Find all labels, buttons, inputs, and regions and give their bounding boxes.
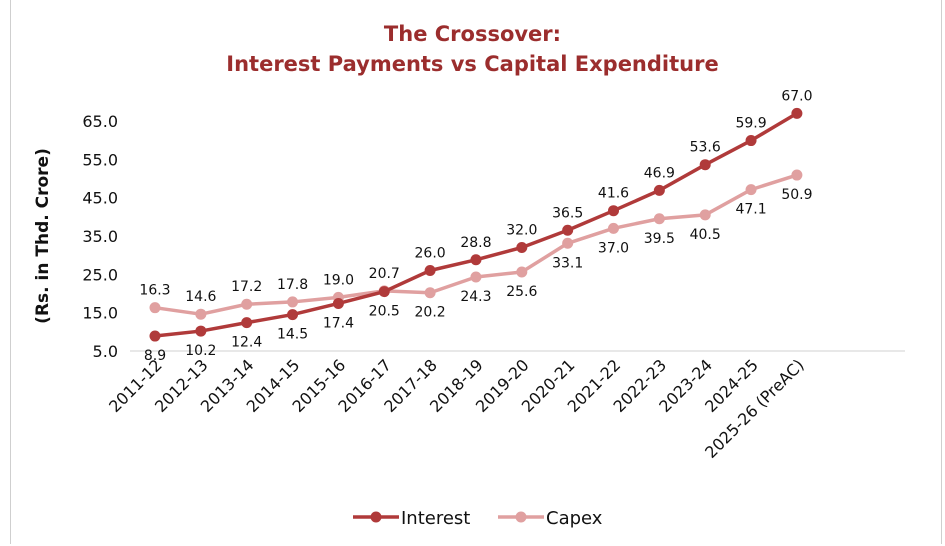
y-tick-label: 65.0 bbox=[82, 112, 118, 131]
data-label-interest: 67.0 bbox=[781, 88, 812, 104]
data-label-capex: 16.3 bbox=[139, 283, 170, 299]
data-label-capex: 33.1 bbox=[552, 255, 583, 271]
data-point-interest bbox=[378, 286, 390, 298]
y-tick-label: 15.0 bbox=[82, 304, 118, 323]
data-point-capex bbox=[745, 184, 757, 196]
legend-marker-interest bbox=[370, 511, 382, 523]
data-label-interest: 59.9 bbox=[735, 116, 766, 132]
data-label-capex: 47.1 bbox=[735, 202, 766, 218]
data-label-capex: 40.5 bbox=[690, 227, 721, 243]
data-label-capex: 20.2 bbox=[415, 305, 446, 321]
data-point-capex bbox=[287, 296, 299, 308]
data-point-capex bbox=[149, 302, 161, 314]
data-point-interest bbox=[745, 135, 757, 147]
data-label-interest: 36.5 bbox=[552, 205, 583, 221]
data-point-interest bbox=[149, 330, 161, 342]
data-point-capex bbox=[653, 213, 665, 225]
data-point-interest bbox=[562, 224, 574, 236]
chart-frame bbox=[10, 0, 942, 544]
data-point-interest bbox=[195, 325, 207, 337]
data-point-capex bbox=[562, 237, 574, 249]
data-label-capex: 20.7 bbox=[369, 266, 400, 282]
data-label-capex: 17.2 bbox=[231, 279, 262, 295]
data-label-interest: 10.2 bbox=[185, 343, 216, 359]
data-point-capex bbox=[195, 308, 207, 320]
data-label-capex: 19.0 bbox=[323, 272, 354, 288]
y-axis-label: (Rs. in Thd. Crore) bbox=[33, 148, 53, 324]
data-label-interest: 46.9 bbox=[644, 165, 675, 181]
y-tick-label: 35.0 bbox=[82, 227, 118, 246]
data-label-capex: 14.6 bbox=[185, 289, 216, 305]
data-label-interest: 12.4 bbox=[231, 335, 262, 351]
data-point-capex bbox=[516, 266, 528, 278]
data-point-interest bbox=[699, 159, 711, 171]
data-label-interest: 20.5 bbox=[369, 304, 400, 320]
data-point-interest bbox=[241, 317, 253, 329]
data-label-capex: 50.9 bbox=[781, 187, 812, 203]
data-label-interest: 32.0 bbox=[506, 223, 537, 239]
data-point-capex bbox=[608, 222, 619, 234]
y-tick-label: 45.0 bbox=[82, 189, 118, 208]
legend-label-capex: Capex bbox=[546, 508, 603, 529]
data-label-capex: 37.0 bbox=[598, 240, 629, 256]
legend-label-interest: Interest bbox=[401, 508, 470, 529]
chart-subtitle: Interest Payments vs Capital Expenditure bbox=[226, 52, 719, 76]
data-label-interest: 28.8 bbox=[460, 235, 491, 251]
data-label-capex: 17.8 bbox=[277, 277, 308, 293]
data-label-interest: 8.9 bbox=[144, 348, 166, 364]
data-label-interest: 14.5 bbox=[277, 327, 308, 343]
data-label-interest: 26.0 bbox=[415, 246, 446, 262]
data-label-interest: 41.6 bbox=[598, 186, 629, 202]
data-point-interest bbox=[470, 254, 482, 266]
data-label-interest: 17.4 bbox=[323, 315, 354, 331]
data-point-capex bbox=[424, 287, 436, 299]
y-tick-label: 5.0 bbox=[93, 342, 118, 361]
data-point-capex bbox=[241, 298, 253, 310]
data-label-capex: 25.6 bbox=[506, 284, 537, 300]
data-label-interest: 53.6 bbox=[690, 140, 721, 156]
data-label-capex: 39.5 bbox=[644, 231, 675, 247]
data-point-capex bbox=[470, 271, 482, 283]
legend-marker-capex bbox=[515, 511, 527, 523]
data-point-interest bbox=[424, 265, 436, 276]
data-point-capex bbox=[791, 169, 803, 181]
data-point-capex bbox=[699, 209, 711, 221]
data-point-interest bbox=[608, 205, 619, 217]
data-point-interest bbox=[653, 184, 665, 196]
data-point-interest bbox=[791, 107, 803, 119]
chart-title: The Crossover: bbox=[383, 22, 562, 46]
data-label-capex: 24.3 bbox=[460, 289, 491, 305]
y-tick-label: 25.0 bbox=[82, 265, 118, 284]
data-point-interest bbox=[516, 242, 528, 253]
data-point-interest bbox=[332, 297, 344, 309]
data-point-interest bbox=[287, 309, 299, 321]
y-tick-label: 55.0 bbox=[82, 150, 118, 169]
